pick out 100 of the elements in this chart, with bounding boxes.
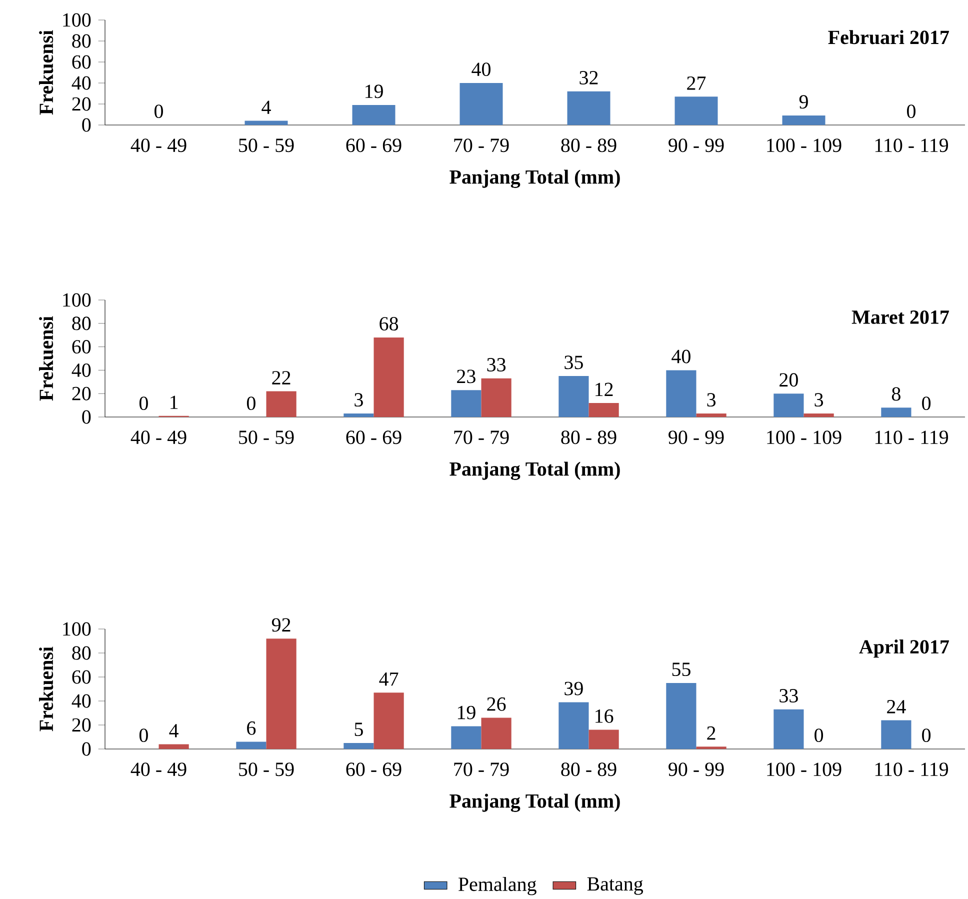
x-tick-label: 50 - 59 xyxy=(239,138,294,152)
data-label: 55 xyxy=(672,662,690,676)
bar xyxy=(481,378,512,417)
bar xyxy=(774,709,804,749)
bar xyxy=(558,702,589,749)
x-tick-label: 70 - 79 xyxy=(454,138,509,152)
data-label: 23 xyxy=(457,370,476,384)
y-tick-label: 80 xyxy=(72,646,91,660)
bar xyxy=(451,726,482,749)
x-tick-label: 90 - 99 xyxy=(668,138,724,152)
y-tick-label: 60 xyxy=(72,340,91,354)
bar xyxy=(674,96,718,125)
bar xyxy=(344,413,374,417)
y-tick-label: 40 xyxy=(72,363,91,377)
bar xyxy=(266,638,296,749)
chart-title: Februari 2017 xyxy=(828,30,949,44)
bar xyxy=(460,83,503,125)
x-tick-label: 110 - 119 xyxy=(875,138,948,152)
data-label: 3 xyxy=(354,393,363,407)
data-label: 68 xyxy=(380,317,398,330)
data-label: 12 xyxy=(596,382,613,396)
y-axis-title: Frekuensi xyxy=(39,316,54,401)
bar xyxy=(696,413,726,417)
data-label: 0 xyxy=(246,396,256,410)
data-label: 3 xyxy=(707,393,716,407)
data-label: 40 xyxy=(472,62,490,76)
data-label: 3 xyxy=(814,393,824,407)
x-tick-label: 110 - 119 xyxy=(875,762,948,776)
bar xyxy=(666,370,696,417)
x-tick-label: 100 - 109 xyxy=(767,762,842,776)
x-tick-label: 80 - 89 xyxy=(561,430,616,444)
x-tick-label: 40 - 49 xyxy=(130,138,186,152)
data-label: 26 xyxy=(487,697,506,711)
x-tick-label: 40 - 49 xyxy=(130,430,186,444)
y-tick-label: 80 xyxy=(72,34,91,48)
bar xyxy=(352,105,396,125)
bar xyxy=(804,413,834,417)
bar xyxy=(236,742,266,749)
data-label: 33 xyxy=(487,358,506,372)
y-tick-label: 60 xyxy=(72,55,91,69)
y-axis-title: Frekuensi xyxy=(39,30,54,115)
data-label: 32 xyxy=(580,71,598,84)
x-axis-title: Panjang Total (mm) xyxy=(450,794,620,812)
bar xyxy=(481,718,512,749)
data-label: 4 xyxy=(262,100,271,114)
data-label: 0 xyxy=(922,728,931,742)
y-tick-label: 0 xyxy=(82,742,91,756)
data-label: 19 xyxy=(458,706,476,720)
data-label: 2 xyxy=(707,726,716,740)
x-axis-title: Panjang Total (mm) xyxy=(450,462,620,480)
data-label: 16 xyxy=(596,709,614,723)
data-label: 19 xyxy=(366,84,383,98)
data-label: 6 xyxy=(247,721,256,735)
data-label: 33 xyxy=(780,689,798,702)
data-label: 0 xyxy=(922,396,931,410)
x-tick-label: 100 - 109 xyxy=(767,138,842,152)
bar xyxy=(374,692,404,749)
y-tick-label: 100 xyxy=(63,622,91,636)
bar xyxy=(244,120,288,125)
bar xyxy=(344,743,374,749)
x-tick-label: 40 - 49 xyxy=(130,762,186,776)
y-tick-label: 20 xyxy=(72,386,91,400)
data-label: 1 xyxy=(170,396,178,409)
legend-label: Pemalang xyxy=(458,877,536,896)
x-tick-label: 70 - 79 xyxy=(454,430,509,444)
x-tick-label: 90 - 99 xyxy=(668,762,724,776)
data-label: 39 xyxy=(564,682,583,696)
x-tick-label: 90 - 99 xyxy=(668,430,724,444)
data-label: 0 xyxy=(139,728,148,742)
y-tick-label: 100 xyxy=(63,13,91,27)
data-label: 92 xyxy=(272,618,290,632)
bar xyxy=(881,720,912,749)
bar xyxy=(567,91,610,125)
data-label: 0 xyxy=(139,396,148,410)
data-label: 4 xyxy=(169,724,178,738)
data-label: 0 xyxy=(814,728,824,742)
bar xyxy=(588,402,619,417)
data-label: 24 xyxy=(887,700,906,714)
bar xyxy=(782,116,826,125)
data-label: 0 xyxy=(154,104,163,118)
data-label: 20 xyxy=(780,373,798,387)
y-tick-label: 100 xyxy=(63,293,91,307)
legend-label: Batang xyxy=(587,877,644,895)
y-tick-label: 80 xyxy=(72,316,91,330)
bar xyxy=(558,376,589,417)
x-tick-label: 80 - 89 xyxy=(561,762,616,776)
data-label: 8 xyxy=(892,387,900,401)
x-axis-title: Panjang Total (mm) xyxy=(450,170,620,188)
bar xyxy=(774,394,804,417)
x-tick-label: 100 - 109 xyxy=(767,430,842,444)
x-tick-label: 60 - 69 xyxy=(346,138,402,152)
x-tick-label: 60 - 69 xyxy=(346,430,402,444)
bar xyxy=(666,683,696,749)
y-tick-label: 40 xyxy=(72,76,91,90)
x-tick-label: 110 - 119 xyxy=(875,430,948,444)
y-tick-label: 20 xyxy=(72,718,91,732)
x-tick-label: 50 - 59 xyxy=(239,762,294,776)
bar xyxy=(374,337,404,417)
y-tick-label: 0 xyxy=(82,118,91,132)
data-label: 22 xyxy=(272,371,290,384)
